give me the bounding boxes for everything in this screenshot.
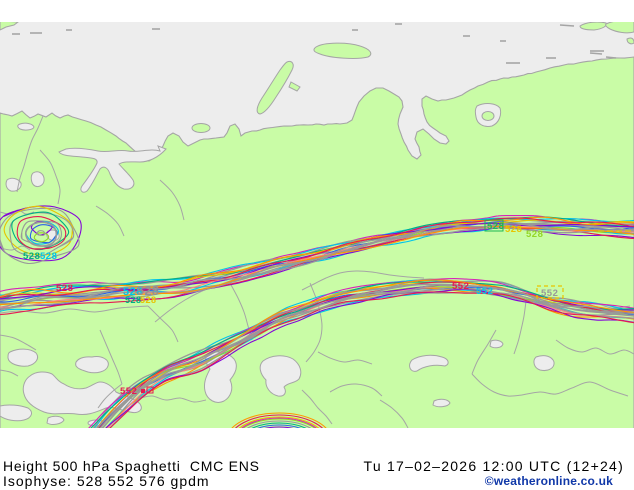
svg-text:Tu 17–02–2026 12:00 UTC (12+24: Tu 17–02–2026 12:00 UTC (12+24) [364,458,624,474]
svg-text:Isophyse: 528 552 576 gpdm: Isophyse: 528 552 576 gpdm [3,473,210,489]
svg-text:528: 528 [123,286,143,298]
svg-text:552: 552 [452,281,469,292]
svg-text:©weatheronline.co.uk: ©weatheronline.co.uk [485,474,613,488]
svg-text:528: 528 [23,251,40,262]
svg-text:Height 500 hPa Spaghetti CMC: Height 500 hPa Spaghetti CMC ENS [3,458,260,474]
svg-text:528: 528 [526,229,543,240]
svg-text:528: 528 [487,221,504,232]
svg-text:528: 528 [140,295,157,305]
svg-text:528: 528 [40,251,57,262]
svg-text:552: 552 [541,288,558,299]
svg-text:552: 552 [120,386,137,397]
svg-text:528: 528 [137,284,159,298]
svg-text:528: 528 [125,295,142,305]
svg-text:552: 552 [476,286,493,297]
svg-text:528: 528 [56,283,73,294]
svg-text:528: 528 [505,224,522,235]
